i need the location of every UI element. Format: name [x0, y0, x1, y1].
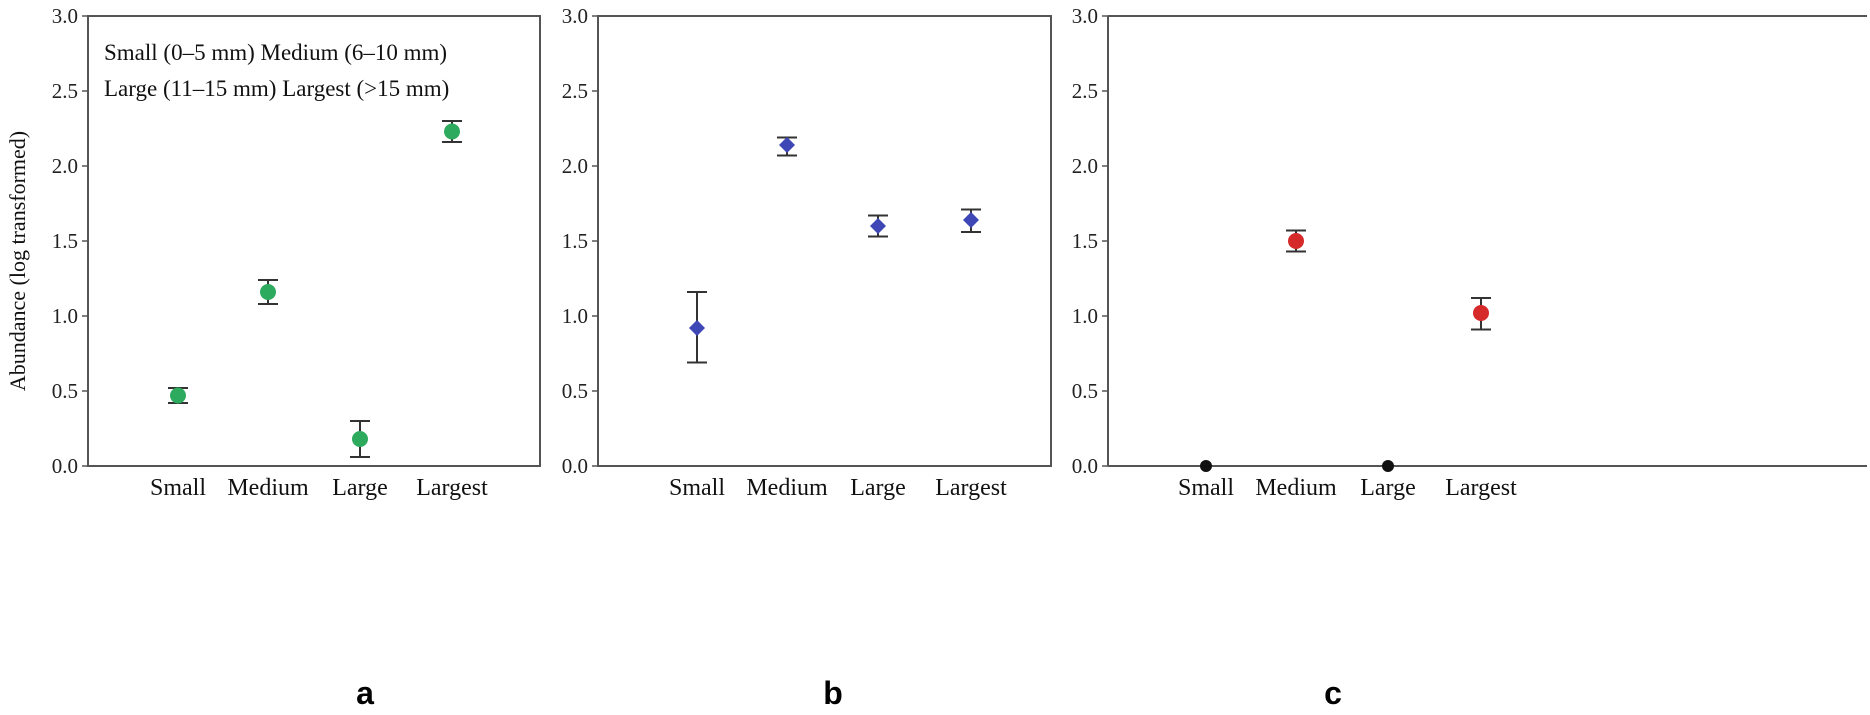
- x-category-label: Large: [1360, 475, 1416, 501]
- data-point: [689, 320, 705, 336]
- y-tick-label: 3.0: [52, 4, 78, 28]
- data-point: [779, 137, 795, 153]
- plot-frame: [597, 15, 1052, 467]
- y-tick-label: 0.0: [562, 454, 588, 478]
- x-category-label: Small: [150, 475, 206, 501]
- data-point: [260, 284, 276, 300]
- y-tick-label: 1.5: [52, 229, 78, 253]
- panel-c: 0.0 0.5 1.0 1.5 2.0 2.5 3.0 Small Medium Large Lar…: [1072, 4, 1867, 711]
- x-category-label: Small: [669, 475, 725, 501]
- y-tick-label: 0.0: [52, 454, 78, 478]
- x-category-label: Largest: [416, 475, 488, 501]
- x-category-label: Medium: [1255, 475, 1337, 501]
- data-point: [1288, 233, 1304, 249]
- panel-label: c: [1324, 675, 1342, 711]
- data-point: [170, 387, 186, 404]
- x-category-label: Medium: [746, 475, 828, 501]
- y-tick-label: 2.0: [52, 154, 78, 178]
- y-tick-label: 1.0: [52, 304, 78, 328]
- y-tick-label: 1.5: [1072, 229, 1098, 253]
- data-point: [1473, 305, 1489, 321]
- y-tick-label: 2.5: [52, 79, 78, 103]
- x-category-label: Largest: [935, 475, 1007, 501]
- y-tick-label: 0.0: [1072, 454, 1098, 478]
- x-category-label: Large: [850, 475, 906, 501]
- panel-label: b: [823, 675, 843, 711]
- y-tick-label: 1.5: [562, 229, 588, 253]
- y-tick-label: 2.5: [1072, 79, 1098, 103]
- data-point: [870, 218, 886, 234]
- data-point: [352, 431, 368, 447]
- y-tick-label: 2.0: [562, 154, 588, 178]
- y-tick-label: 1.0: [1072, 304, 1098, 328]
- y-tick-label: 2.5: [562, 79, 588, 103]
- y-tick-label: 0.5: [52, 379, 78, 403]
- y-tick-label: 1.0: [562, 304, 588, 328]
- x-category-label: Largest: [1445, 475, 1517, 501]
- y-tick-label: 3.0: [562, 4, 588, 28]
- y-tick-label: 0.5: [1072, 379, 1098, 403]
- y-tick-label: 2.0: [1072, 154, 1098, 178]
- y-tick-label: 3.0: [1072, 4, 1098, 28]
- data-point: [1382, 460, 1394, 472]
- y-axis-title: Abundance (log transformed): [5, 131, 30, 391]
- x-category-label: Large: [332, 475, 388, 501]
- size-legend-line: Large (11–15 mm) Largest (>15 mm): [104, 76, 449, 101]
- data-point: [963, 212, 979, 228]
- panel-b: 0.0 0.5 1.0 1.5 2.0 2.5 3.0 Small Medium Large Lar…: [562, 4, 1052, 711]
- data-point: [444, 123, 460, 140]
- panel-label: a: [356, 675, 374, 711]
- size-legend-line: Small (0–5 mm) Medium (6–10 mm): [104, 40, 447, 65]
- x-category-label: Small: [1178, 475, 1234, 501]
- data-point: [1200, 460, 1212, 472]
- panel-a: 0.0 0.5 1.0 1.5 2.0 2.5 3.0 Abundance (log tran…: [5, 4, 541, 711]
- x-category-label: Medium: [227, 475, 309, 501]
- y-tick-label: 0.5: [562, 379, 588, 403]
